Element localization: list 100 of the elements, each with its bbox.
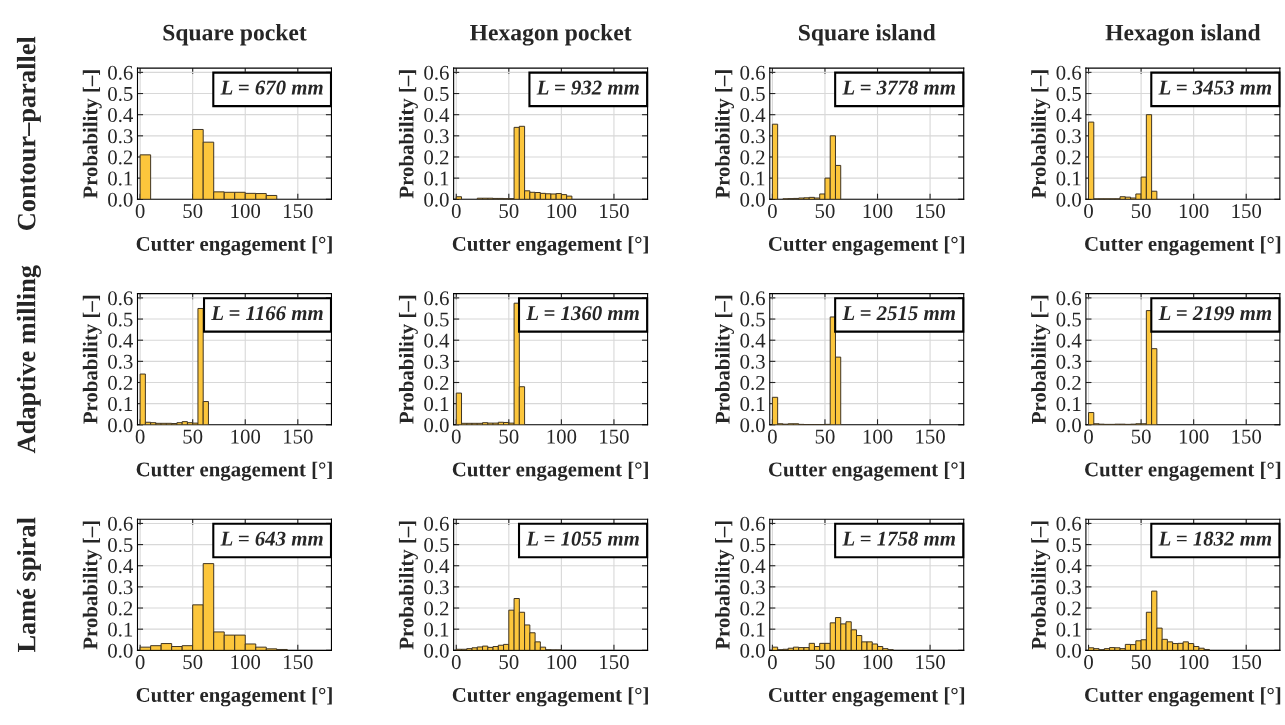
y-tick-label: 0.4 xyxy=(108,333,133,348)
y-tick-label: 0.4 xyxy=(1056,559,1082,574)
x-tick-label: 0 xyxy=(451,429,461,444)
y-tick-label: 0.3 xyxy=(108,129,133,144)
y-tick-label: 0.5 xyxy=(740,86,765,102)
y-tick-label: 0.3 xyxy=(424,129,449,144)
y-tick-label: 0.2 xyxy=(424,375,449,391)
y-axis-title: Probability [–] xyxy=(398,70,418,199)
x-tick-label: 50 xyxy=(183,655,203,670)
y-tick-label: 0.1 xyxy=(108,171,133,186)
y-tick-label: 0.6 xyxy=(108,516,133,531)
y-tick-label: 0.0 xyxy=(740,192,765,207)
x-tick-label: 150 xyxy=(600,204,629,219)
x-tick-label: 50 xyxy=(183,429,203,444)
x-axis-title: Cutter engagement [°] xyxy=(136,236,332,256)
x-axis-title: Cutter engagement [°] xyxy=(768,236,965,256)
x-tick-label: 0 xyxy=(1084,655,1093,670)
chart-title: Hexagon island xyxy=(1105,23,1261,46)
y-tick-label: 0.6 xyxy=(424,291,449,306)
y-tick-label: 0.0 xyxy=(108,418,133,433)
y-tick-label: 0.1 xyxy=(740,397,765,412)
y-tick-label: 0.4 xyxy=(740,108,766,123)
x-tick-label: 100 xyxy=(1179,655,1209,670)
y-tick-label: 0.4 xyxy=(1056,108,1082,123)
y-tick-label: 0.5 xyxy=(424,537,449,553)
x-tick-label: 50 xyxy=(815,655,835,670)
y-tick-label: 0.2 xyxy=(740,150,765,165)
y-tick-label: 0.1 xyxy=(1056,171,1081,186)
y-tick-label: 0.5 xyxy=(424,312,449,327)
x-tick-label: 100 xyxy=(231,655,261,670)
x-tick-label: 0 xyxy=(1084,204,1093,219)
x-tick-label: 0 xyxy=(135,204,145,219)
y-tick-label: 0.1 xyxy=(424,397,449,412)
text: Adaptive milling xyxy=(16,265,41,454)
y-tick-label: 0.3 xyxy=(1056,129,1081,144)
y-tick-label: 0.5 xyxy=(108,312,133,327)
annotation: L = 3778 mm xyxy=(842,80,955,95)
x-tick-label: 50 xyxy=(499,204,519,219)
x-tick-label: 150 xyxy=(600,655,629,670)
annotation: L = 1360 mm xyxy=(526,306,639,321)
annotation: L = 643 mm xyxy=(220,531,323,546)
y-tick-label: 0.6 xyxy=(1056,516,1082,531)
y-tick-label: 0.2 xyxy=(424,150,449,165)
x-tick-label: 0 xyxy=(135,655,145,670)
y-axis-title: Probability [–] xyxy=(82,521,102,650)
y-tick-label: 0.6 xyxy=(424,65,449,80)
y-tick-label: 0.0 xyxy=(740,418,765,433)
x-axis-title: Cutter engagement [°] xyxy=(136,461,332,481)
x-tick-label: 0 xyxy=(135,429,145,444)
x-tick-label: 150 xyxy=(1232,655,1262,670)
y-tick-label: 0.6 xyxy=(108,65,133,80)
y-tick-label: 0.5 xyxy=(1056,312,1081,327)
y-tick-label: 0.5 xyxy=(1056,86,1081,102)
x-tick-label: 100 xyxy=(547,429,577,444)
y-tick-label: 0.0 xyxy=(1056,192,1081,207)
x-tick-label: 100 xyxy=(231,204,261,219)
y-tick-label: 0.1 xyxy=(108,397,133,412)
x-tick-label: 150 xyxy=(284,204,313,219)
x-axis-title: Cutter engagement [°] xyxy=(768,687,965,707)
x-axis-title: Cutter engagement [°] xyxy=(1085,687,1281,707)
chart-title: Hexagon pocket xyxy=(470,23,632,46)
annotation: L = 2515 mm xyxy=(842,306,955,321)
x-axis-title: Cutter engagement [°] xyxy=(452,461,648,481)
y-tick-label: 0.1 xyxy=(1056,397,1081,412)
x-tick-label: 50 xyxy=(815,429,835,444)
x-tick-label: 100 xyxy=(547,655,577,670)
y-tick-label: 0.3 xyxy=(1056,580,1081,595)
y-tick-label: 0.3 xyxy=(108,354,133,369)
y-tick-label: 0.1 xyxy=(740,171,765,186)
y-tick-label: 0.4 xyxy=(424,333,450,348)
x-tick-label: 100 xyxy=(1179,429,1209,444)
y-tick-label: 0.3 xyxy=(740,580,765,595)
x-tick-label: 100 xyxy=(231,429,261,444)
y-tick-label: 0.3 xyxy=(1056,354,1081,369)
y-tick-label: 0.0 xyxy=(108,192,133,207)
y-tick-label: 0.3 xyxy=(108,580,133,595)
y-tick-label: 0.2 xyxy=(424,601,449,616)
y-tick-label: 0.5 xyxy=(740,312,765,327)
y-tick-label: 0.6 xyxy=(1056,291,1082,306)
x-tick-label: 150 xyxy=(916,204,945,219)
x-tick-label: 150 xyxy=(600,429,629,444)
y-tick-label: 0.0 xyxy=(108,643,133,658)
y-tick-label: 0.2 xyxy=(740,375,765,391)
y-tick-label: 0.0 xyxy=(424,192,449,207)
y-tick-label: 0.0 xyxy=(740,643,765,658)
y-axis-title: Probability [–] xyxy=(715,70,735,199)
x-axis-title: Cutter engagement [°] xyxy=(1085,236,1281,256)
x-tick-label: 100 xyxy=(1179,204,1209,219)
x-tick-label: 100 xyxy=(863,429,893,444)
x-tick-label: 50 xyxy=(815,204,835,219)
annotation: L = 932 mm xyxy=(536,80,639,95)
y-tick-label: 0.0 xyxy=(1056,418,1081,433)
x-tick-label: 50 xyxy=(183,204,203,219)
chart-title: Square pocket xyxy=(163,23,307,46)
y-tick-label: 0.2 xyxy=(1056,375,1081,391)
y-tick-label: 0.5 xyxy=(108,537,133,553)
x-tick-label: 150 xyxy=(1232,204,1262,219)
y-tick-label: 0.5 xyxy=(740,537,765,553)
y-tick-label: 0.3 xyxy=(424,580,449,595)
x-axis-title: Cutter engagement [°] xyxy=(768,461,965,481)
